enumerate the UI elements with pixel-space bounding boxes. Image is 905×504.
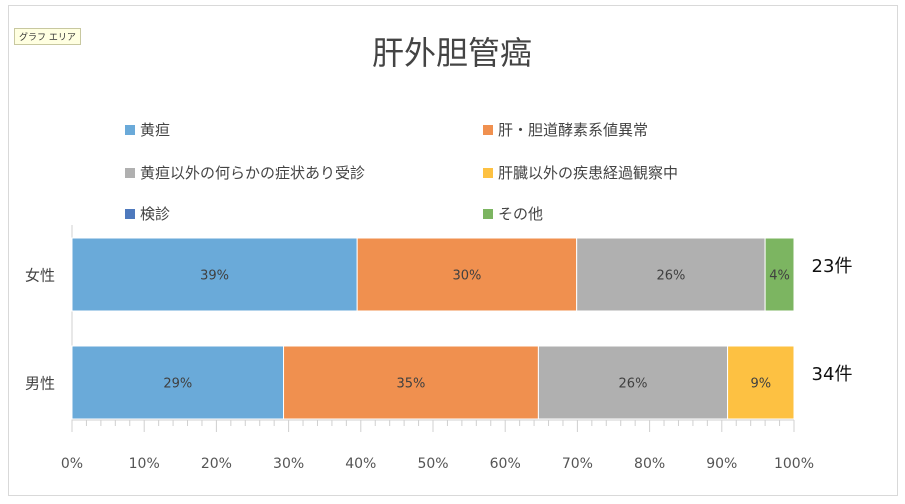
data-label-1-1: 35% [397,377,426,392]
bar-segment-1-3[interactable] [727,345,795,420]
bar-segment-0-0[interactable] [71,237,358,312]
legend-label-4: 検診 [140,205,170,223]
legend-label-2: 黄疸以外の何らかの症状あり受診 [140,164,365,182]
x-tick-label: 80% [634,456,665,472]
x-tick-label: 70% [562,456,593,472]
count-label-1: 34件 [812,364,853,385]
legend-label-1: 肝・胆道酵素系値異常 [498,121,648,139]
legend-swatch-5 [483,209,493,219]
legend-swatch-4 [125,209,135,219]
data-label-0-5: 4% [769,269,790,284]
legend-swatch-1 [483,125,493,135]
chart-title: 肝外胆管癌 [372,34,532,72]
legend-label-5: その他 [498,205,543,223]
data-label-0-2: 26% [656,269,685,284]
legend-swatch-3 [483,168,493,178]
x-tick-label: 90% [706,456,737,472]
plot-area: 0% 10% 20% 30% 40% 50% 60% 70% 80% 90% 100% 39% 30% 2… [25,225,852,472]
category-label-0: 女性 [25,267,55,285]
bar-segment-1-1[interactable] [283,345,539,420]
x-tick-label: 10% [129,456,160,472]
bar-segment-1-0[interactable] [71,345,285,420]
legend-label-0: 黄疸 [140,121,170,139]
x-tick-label: 0% [61,456,83,472]
bar-segment-0-1[interactable] [356,237,578,312]
category-label-1: 男性 [25,375,55,393]
legend-label-3: 肝臓以外の疾患経過観察中 [498,164,678,182]
bar-segment-1-2[interactable] [537,345,729,420]
data-label-1-0: 29% [163,377,192,392]
legend-swatch-0 [125,125,135,135]
data-label-0-1: 30% [452,269,481,284]
data-label-1-3: 9% [750,377,771,392]
bar-segment-0-5[interactable] [764,237,795,312]
legend-swatch-2 [125,168,135,178]
x-tick-label: 100% [774,456,814,472]
data-label-1-2: 26% [619,377,648,392]
x-tick-label: 30% [273,456,304,472]
chart-area-tooltip: グラフ エリア [14,28,81,45]
bar-segment-0-2[interactable] [576,237,766,312]
x-tick-label: 50% [417,456,448,472]
x-tick-label: 60% [490,456,521,472]
x-tick-label: 20% [201,456,232,472]
x-tick-label: 40% [345,456,376,472]
count-label-0: 23件 [812,256,853,277]
data-label-0-0: 39% [200,269,229,284]
